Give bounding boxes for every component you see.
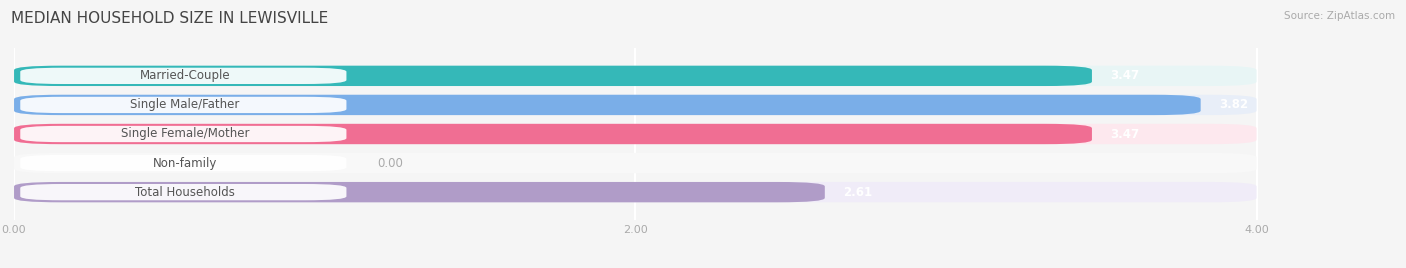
FancyBboxPatch shape [14,95,1257,115]
Text: 3.82: 3.82 [1219,98,1249,111]
Text: Single Male/Father: Single Male/Father [131,98,239,111]
Text: Total Households: Total Households [135,186,235,199]
FancyBboxPatch shape [14,182,1257,202]
FancyBboxPatch shape [20,184,346,200]
FancyBboxPatch shape [20,97,346,113]
Text: Non-family: Non-family [153,157,217,170]
FancyBboxPatch shape [20,126,346,142]
Text: 0.00: 0.00 [377,157,404,170]
FancyBboxPatch shape [14,153,1257,173]
FancyBboxPatch shape [14,124,1092,144]
Text: Married-Couple: Married-Couple [139,69,231,82]
Text: Source: ZipAtlas.com: Source: ZipAtlas.com [1284,11,1395,21]
Text: 2.61: 2.61 [844,186,873,199]
FancyBboxPatch shape [14,182,825,202]
FancyBboxPatch shape [14,124,1257,144]
Text: MEDIAN HOUSEHOLD SIZE IN LEWISVILLE: MEDIAN HOUSEHOLD SIZE IN LEWISVILLE [11,11,329,26]
Text: Single Female/Mother: Single Female/Mother [121,128,249,140]
Text: 3.47: 3.47 [1111,128,1140,140]
FancyBboxPatch shape [14,66,1257,86]
Text: 3.47: 3.47 [1111,69,1140,82]
FancyBboxPatch shape [20,155,346,171]
FancyBboxPatch shape [14,95,1201,115]
FancyBboxPatch shape [20,68,346,84]
FancyBboxPatch shape [14,66,1092,86]
